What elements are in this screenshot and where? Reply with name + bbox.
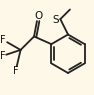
Text: O: O: [35, 11, 43, 21]
Text: S: S: [52, 15, 59, 25]
Text: F: F: [0, 51, 5, 61]
Text: F: F: [0, 35, 6, 45]
Text: F: F: [13, 66, 19, 76]
